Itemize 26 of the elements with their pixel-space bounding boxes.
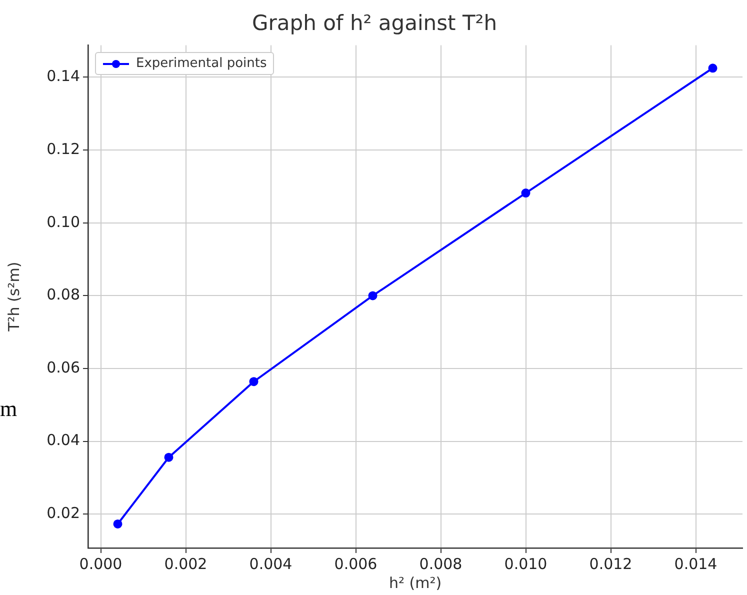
x-tick-label: 0.006	[334, 554, 378, 573]
point	[368, 291, 378, 300]
x-tick-label: 0.014	[674, 554, 718, 573]
point	[249, 377, 258, 386]
legend-label: Experimental points	[136, 56, 267, 72]
y-tick-label: 0.12	[46, 140, 80, 158]
y-tick-label: 0.10	[46, 212, 80, 231]
point	[708, 64, 718, 73]
point	[164, 452, 174, 462]
x-tick-label: 0.012	[589, 554, 632, 573]
x-axis-title: h² (m²)	[388, 574, 442, 592]
x-tick-label: 0.000	[79, 554, 122, 573]
x-tick-label: 0.002	[164, 554, 208, 573]
y-tick-label: 0.02	[46, 504, 80, 522]
text: m	[0, 396, 18, 422]
y-axis-title: T²h (s²m)	[4, 262, 23, 332]
x-tick-label: 0.004	[249, 554, 292, 573]
chart-title: Graph of h² against T²h	[252, 11, 498, 36]
y-tick-label: 0.06	[46, 358, 80, 376]
point	[113, 519, 122, 528]
point	[521, 188, 530, 198]
y-tick-label: 0.08	[46, 286, 80, 304]
y-tick-label: 0.14	[46, 67, 80, 86]
y-tick-label: 0.04	[46, 431, 80, 450]
x-tick-label: 0.010	[504, 554, 548, 573]
x-tick-label: 0.008	[419, 554, 462, 573]
